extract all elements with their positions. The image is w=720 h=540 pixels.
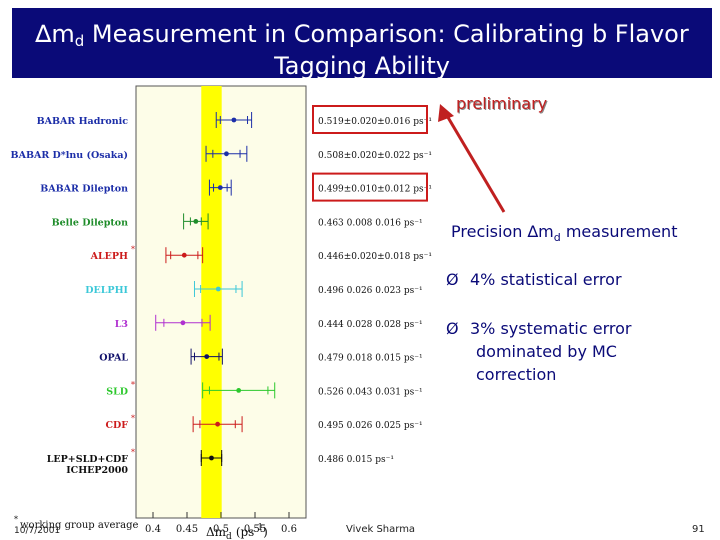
pointer-arrow-icon <box>438 104 506 213</box>
table-row: OPAL 0.479 0.018 0.015 ps⁻¹ <box>99 348 423 365</box>
table-row: DELPHI 0.496 0.026 0.023 ps⁻¹ <box>85 281 423 297</box>
data-point <box>224 151 229 157</box>
row-footnote-star: * <box>131 380 135 389</box>
average-band <box>201 86 222 518</box>
row-label: CDF <box>105 420 128 431</box>
x-tick-label: 0.4 <box>145 524 161 535</box>
row-value: 0.463 0.008 0.016 ps⁻¹ <box>318 218 423 228</box>
table-row: Belle Dilepton 0.463 0.008 0.016 ps⁻¹ <box>52 213 423 230</box>
row-value: 0.479 0.018 0.015 ps⁻¹ <box>318 354 423 364</box>
data-point <box>215 286 221 292</box>
delta-md-comparison-plot: BABAR Hadronic 0.519±0.020±0.016 ps⁻¹BABA… <box>11 85 432 540</box>
row-footnote-star: * <box>131 414 135 423</box>
table-row: ALEPH* 0.446±0.020±0.018 ps⁻¹ <box>90 245 432 264</box>
row-label: ALEPH <box>90 251 128 262</box>
row-footnote-star: * <box>131 448 135 457</box>
plot-rows: BABAR Hadronic 0.519±0.020±0.016 ps⁻¹BABA… <box>11 105 432 476</box>
data-point <box>236 388 242 393</box>
row-value: 0.519±0.020±0.016 ps⁻¹ <box>318 117 432 127</box>
data-point <box>231 117 237 123</box>
row-value: 0.496 0.026 0.023 ps⁻¹ <box>318 286 423 296</box>
footer-author: Vivek Sharma <box>346 524 416 535</box>
precision-heading: Precision ∆md measurement <box>451 222 678 245</box>
row-label-secondary: ICHEP2000 <box>66 465 128 476</box>
preliminary-label: preliminary <box>456 94 548 113</box>
data-point <box>193 219 199 224</box>
table-row: BABAR Hadronic 0.519±0.020±0.016 ps⁻¹ <box>37 105 432 134</box>
row-label: Belle Dilepton <box>52 217 129 228</box>
row-label: BABAR Hadronic <box>37 116 129 127</box>
x-tick-label: 0.5 <box>213 524 229 535</box>
row-label: SLD <box>106 386 128 397</box>
table-row: BABAR D*lnu (Osaka) 0.508±0.020±0.022 ps⁻… <box>11 145 432 162</box>
footnote-star: * <box>14 515 18 524</box>
page-number: 91 <box>692 524 705 535</box>
bullet-statistical: Ø 4% statistical error <box>446 270 622 289</box>
footnote-text: working group average <box>20 520 139 531</box>
row-label: DELPHI <box>85 285 128 296</box>
data-point <box>180 320 186 326</box>
x-axis: 0.4 0.45 0.5 0.55 0.6 <box>145 512 297 535</box>
row-value: 0.508±0.020±0.022 ps⁻¹ <box>318 151 432 161</box>
row-value: 0.526 0.043 0.031 ps⁻¹ <box>318 387 423 397</box>
arrow-bullet-icon: Ø <box>446 270 459 289</box>
row-label: BABAR Dilepton <box>40 184 128 195</box>
x-tick-label: 0.45 <box>176 524 198 535</box>
table-row: L3 0.444 0.028 0.028 ps⁻¹ <box>115 314 423 331</box>
footer-date: 10/7/2001 <box>14 526 61 536</box>
table-row: CDF* 0.495 0.026 0.025 ps⁻¹ <box>105 414 423 433</box>
row-value: 0.446±0.020±0.018 ps⁻¹ <box>318 252 432 262</box>
highlight-box <box>312 172 428 202</box>
row-label: LEP+SLD+CDF <box>47 454 129 465</box>
row-label: BABAR D*lnu (Osaka) <box>11 150 128 161</box>
row-footnote-star: * <box>131 245 135 254</box>
bullet-systematic: Ø 3% systematic error dominated by MC corre… <box>446 319 632 384</box>
row-value: 0.499±0.010±0.012 ps⁻¹ <box>318 185 432 195</box>
table-row: SLD* 0.526 0.043 0.031 ps⁻¹ <box>106 380 423 399</box>
x-tick-label: 0.6 <box>281 524 297 535</box>
highlight-box <box>312 105 428 134</box>
x-tick-label: 0.55 <box>244 524 266 535</box>
row-label: OPAL <box>99 353 128 364</box>
row-value: 0.495 0.026 0.025 ps⁻¹ <box>318 421 423 431</box>
table-row: BABAR Dilepton 0.499±0.010±0.012 ps⁻¹ <box>40 172 432 202</box>
data-point <box>204 354 210 359</box>
x-axis-label: Δmd (ps-1) <box>206 523 268 540</box>
arrow-bullet-icon: Ø <box>446 319 459 338</box>
slide-title-line1: ∆md Measurement in Comparison: Calibrati… <box>35 20 689 50</box>
slide-title-line2: Tagging Ability <box>274 52 450 80</box>
row-value: 0.486 0.015 ps⁻¹ <box>318 455 394 465</box>
row-label: L3 <box>115 319 128 330</box>
data-point <box>215 421 221 427</box>
data-point <box>181 252 187 258</box>
data-point <box>217 185 223 190</box>
row-value: 0.444 0.028 0.028 ps⁻¹ <box>318 320 423 330</box>
title-banner: ∆md Measurement in Comparison: Calibrati… <box>12 8 712 80</box>
data-point <box>209 455 214 461</box>
